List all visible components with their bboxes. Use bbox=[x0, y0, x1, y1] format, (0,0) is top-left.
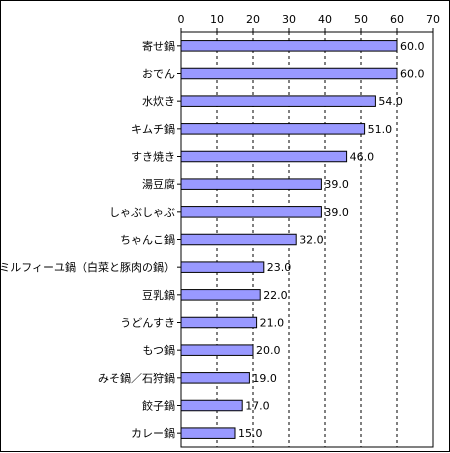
data-label: 39.0 bbox=[324, 178, 349, 191]
data-label: 20.0 bbox=[256, 344, 281, 357]
x-tick-label: 70 bbox=[426, 13, 440, 26]
category-label: カレー鍋 bbox=[131, 426, 175, 440]
category-label: みそ鍋／石狩鍋 bbox=[98, 371, 175, 385]
data-label: 23.0 bbox=[267, 261, 292, 274]
x-tick-label: 10 bbox=[210, 13, 224, 26]
data-label: 54.0 bbox=[378, 95, 403, 108]
bar bbox=[180, 427, 236, 439]
bar bbox=[180, 206, 322, 218]
bar bbox=[180, 372, 250, 384]
bar bbox=[180, 316, 258, 329]
category-label: おでん bbox=[142, 68, 175, 81]
bar bbox=[180, 150, 348, 163]
category-label: ミルフィーユ鍋（白菜と豚肉の鍋） bbox=[1, 260, 175, 274]
bar bbox=[180, 95, 376, 107]
bar bbox=[180, 399, 243, 412]
data-label: 21.0 bbox=[260, 317, 285, 330]
data-label: 15.0 bbox=[238, 427, 263, 440]
x-tick-label: 40 bbox=[318, 13, 332, 26]
bar bbox=[180, 233, 297, 246]
data-label: 17.0 bbox=[245, 400, 270, 413]
category-label: 餃子鍋 bbox=[142, 399, 175, 413]
x-tick-label: 60 bbox=[390, 13, 404, 26]
bar bbox=[180, 67, 398, 80]
bar bbox=[180, 344, 254, 356]
category-label: 湯豆腐 bbox=[142, 177, 175, 191]
category-label: 水炊き bbox=[142, 95, 175, 108]
data-label: 22.0 bbox=[263, 289, 288, 302]
category-label: キムチ鍋 bbox=[131, 122, 175, 136]
category-label: すき焼き bbox=[131, 151, 175, 164]
data-label: 60.0 bbox=[400, 40, 425, 53]
category-label: 寄せ鍋 bbox=[142, 39, 175, 53]
bar bbox=[180, 40, 398, 52]
data-label: 32.0 bbox=[299, 234, 324, 247]
x-tick-label: 30 bbox=[282, 13, 296, 26]
category-label: 豆乳鍋 bbox=[142, 288, 175, 302]
data-label: 60.0 bbox=[400, 68, 425, 81]
data-label: 46.0 bbox=[350, 151, 375, 164]
x-tick-label: 50 bbox=[354, 13, 368, 26]
data-label: 51.0 bbox=[368, 123, 393, 136]
x-tick-label: 0 bbox=[178, 13, 185, 26]
category-label: しゃぶしゃぶ bbox=[109, 206, 175, 219]
bar bbox=[180, 261, 265, 273]
data-label: 39.0 bbox=[324, 206, 349, 219]
bar bbox=[180, 123, 366, 135]
bar bbox=[180, 289, 261, 301]
category-label: もつ鍋 bbox=[142, 343, 175, 357]
x-tick-label: 20 bbox=[246, 13, 260, 26]
category-label: ちゃんこ鍋 bbox=[120, 233, 175, 247]
data-label: 19.0 bbox=[252, 372, 277, 385]
category-label: うどんすき bbox=[120, 317, 175, 330]
bar bbox=[180, 178, 322, 190]
